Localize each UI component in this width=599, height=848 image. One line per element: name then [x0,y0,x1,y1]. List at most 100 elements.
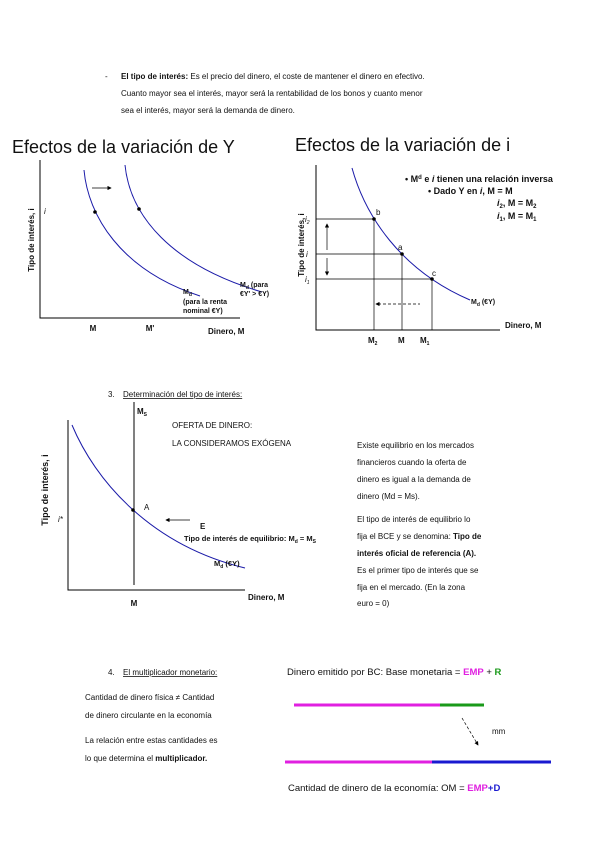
section-title: El multiplicador monetario: [123,668,217,677]
text-run: S [144,412,148,418]
para-line: financieros cuando la oferta de [357,458,467,467]
text-run: M [137,407,144,416]
text-run: 1 [427,341,430,347]
text-run: R [495,667,502,678]
curve-label: Md (para [240,282,268,291]
para-line: dinero (Md = Ms). [357,492,420,501]
tick: M [398,336,405,345]
text-run: i [305,275,307,284]
curve-label: Md (€Y) [214,559,240,570]
text-run: S [313,539,317,545]
text-run: d [418,175,422,181]
arrow [461,717,479,746]
axes [67,420,245,591]
curve [124,164,263,293]
point [430,277,434,281]
term: El tipo de interés: [121,72,188,81]
text-run: + [484,667,495,678]
para-line: Existe equilibrio en los mercados [357,441,474,450]
point [400,252,404,256]
para-line: Es el primer tipo de interés que se [357,566,479,575]
x-axis-label: Dinero, M [505,321,542,330]
text-run: i [497,198,500,208]
text-run: 1 [533,217,537,223]
label: E [200,522,206,531]
tick: M [131,599,138,608]
para-line: euro = 0) [357,599,390,608]
text-run: 1 [500,217,504,223]
text-run: i [432,174,435,184]
text-line: La relación entre estas cantidades es [85,736,218,745]
curve-label: nominal €Y) [183,308,223,315]
point [131,508,135,512]
section-number: 4. [108,668,115,677]
text-run: (€Y) [223,559,240,568]
text: (para [251,282,268,289]
formula: Cantidad de dinero de la economía: OM = … [288,783,500,794]
text-run: M [368,336,375,345]
text-run: M [420,336,427,345]
y-axis-label: Tipo de interés, i [297,213,306,276]
point-label: a [398,243,403,252]
text-run: M [471,299,477,306]
text-run: = M [298,534,313,543]
bullet: - [105,72,108,81]
tick: M' [146,324,155,333]
curve [71,424,246,569]
x-axis-label: Dinero, M [248,593,285,602]
text-run: 2 [306,220,310,226]
label: mm [492,727,506,736]
text-run: Cantidad de dinero de la economía: OM = [288,783,467,794]
point [137,207,141,211]
intro-line: El tipo de interés: Es el precio del din… [121,72,425,81]
point-label: c [432,269,436,278]
curve [351,167,471,301]
curve-label: Md (€Y) [471,299,495,308]
text-run: d [220,564,223,570]
text-run: 2 [375,341,378,347]
label: OFERTA DE DINERO: [172,421,252,430]
text-run: lo que determina el [85,754,155,763]
sym: M [240,282,246,289]
y-axis-label: Tipo de interés, i [40,454,50,525]
text-run: 2 [533,204,537,210]
text-run: , M = M [503,198,533,208]
point-label: b [376,208,381,217]
text-run: EMP [467,783,488,794]
intro-line: Cuanto mayor sea el interés, mayor será … [121,89,423,98]
tick: M2 [368,336,378,347]
text-run: M [214,559,220,568]
point [93,210,97,214]
point [372,217,376,221]
text-run: Tipo de interés de equilibrio: M [184,534,295,543]
note: • Md e i tienen una relación inversa [405,174,554,184]
y-axis-label: Tipo de interés, i [27,208,36,271]
note: i2, M = M2 [497,198,537,210]
curve-label: €Y' > €Y) [240,291,269,298]
guides [316,218,433,330]
text-run: , M = M [503,211,533,221]
para-line: dinero es igual a la demanda de [357,475,471,484]
text-run: (€Y) [480,299,495,306]
curve [83,169,201,297]
note: • Dado Y en i, M = M [428,186,513,196]
text-line: lo que determina el multiplicador. [85,754,207,763]
heading: Efectos de la variación de Y [12,137,235,157]
label: MS [137,407,148,418]
text-line: Cantidad de dinero física ≠ Cantidad [85,693,214,702]
para-line: El tipo de interés de equilibrio lo [357,515,471,524]
x-axis-label: Dinero, M [208,327,245,336]
intro-line: sea el interés, mayor será la demanda de… [121,106,295,115]
text-run: • Dado Y en [428,186,480,196]
para-line: interés oficial de referencia (A). [357,549,476,558]
para-line: fija en el mercado. (En la zona [357,583,466,592]
text-line: de dinero circulante en la economía [85,711,212,720]
tick: i1 [305,275,310,286]
text-run: +D [488,783,501,794]
tick: i2 [305,215,310,226]
text-run: tienen una relación inversa [434,174,554,184]
text-run: i [480,186,483,196]
formula: Dinero emitido por BC: Base monetaria = … [287,667,502,678]
section-title: Determinación del tipo de interés: [123,390,242,399]
